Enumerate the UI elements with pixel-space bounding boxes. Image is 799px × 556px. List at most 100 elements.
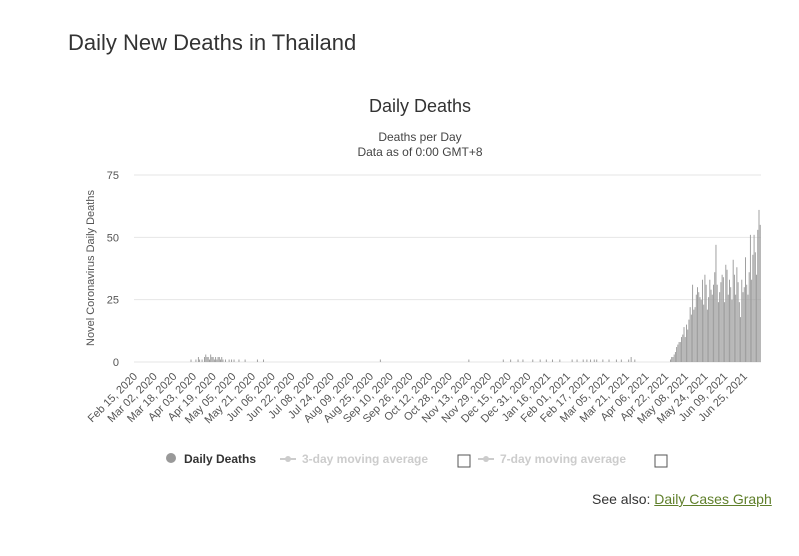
legend-item-daily-deaths[interactable]: Daily Deaths: [166, 452, 256, 466]
bar: [674, 352, 676, 362]
bar: [211, 357, 213, 362]
y-tick-label: 50: [107, 232, 119, 244]
bar: [690, 314, 692, 362]
bar: [711, 294, 713, 362]
bar: [717, 302, 719, 362]
legend-item-7-day-average[interactable]: 7-day moving average: [478, 452, 668, 468]
bar: [586, 359, 588, 362]
bar: [263, 359, 265, 362]
bar: [238, 359, 240, 362]
bar: [725, 264, 727, 362]
bar: [736, 267, 738, 362]
bar: [714, 272, 716, 362]
bar: [244, 359, 246, 362]
bar: [590, 359, 592, 362]
bar: [628, 359, 630, 362]
chart-subtitle-line-1: Deaths per Day: [378, 130, 461, 144]
bar: [729, 279, 730, 362]
bar: [552, 359, 553, 362]
bar: [233, 359, 235, 362]
bar: [206, 357, 208, 362]
bar: [731, 299, 733, 362]
bar: [686, 324, 687, 362]
bar: [522, 359, 524, 362]
bar: [706, 309, 708, 362]
bar: [701, 279, 703, 362]
bar: [684, 337, 686, 362]
bar: [205, 354, 207, 362]
bar: [231, 359, 233, 362]
bar: [468, 359, 470, 362]
bar: [677, 344, 679, 362]
legend-marker-daily-deaths: [166, 453, 176, 463]
bar: [715, 244, 717, 362]
bar: [545, 359, 547, 362]
legend: Daily Deaths 3-day moving average 7-day …: [166, 452, 668, 468]
bar: [733, 274, 735, 362]
bar: [679, 342, 681, 362]
bar: [710, 289, 712, 362]
bar: [759, 224, 761, 362]
bar: [682, 334, 684, 362]
bar: [745, 257, 746, 362]
legend-checkbox-3-day-average[interactable]: [457, 454, 471, 468]
bar: [596, 359, 598, 362]
bar: [727, 294, 729, 362]
daily-cases-graph-link[interactable]: Daily Cases Graph: [654, 491, 772, 507]
y-tick-label: 0: [113, 357, 119, 369]
bar: [539, 359, 541, 362]
bar: [559, 359, 561, 362]
bar: [208, 359, 210, 362]
bar: [705, 284, 707, 362]
bar: [742, 292, 744, 362]
bar: [217, 357, 219, 362]
bar: [743, 287, 745, 362]
bar: [722, 277, 724, 362]
bar: [190, 359, 192, 362]
chart-title: Daily Deaths: [369, 96, 471, 116]
bar: [670, 359, 671, 362]
bar: [213, 359, 215, 362]
bar: [224, 359, 226, 362]
bar: [694, 307, 696, 362]
bar: [593, 359, 595, 362]
bar: [582, 359, 584, 362]
bar: [751, 279, 753, 362]
legend-item-3-day-average[interactable]: 3-day moving average: [280, 452, 471, 468]
y-tick-label: 75: [107, 170, 119, 182]
bar: [220, 359, 221, 362]
y-axis-label: Novel Coronavirus Daily Deaths: [85, 190, 97, 346]
bar: [615, 359, 617, 362]
bar: [757, 229, 759, 362]
bar: [735, 294, 737, 362]
bar: [756, 274, 757, 362]
y-axis-ticks: 0 25 50 75: [107, 170, 119, 369]
bar: [215, 357, 217, 362]
bar: [678, 342, 680, 362]
bar: [201, 359, 203, 362]
bar: [571, 359, 573, 362]
bar: [726, 269, 728, 362]
bar: [212, 357, 214, 362]
bar: [700, 299, 702, 362]
bar: [748, 272, 750, 362]
bar: [724, 302, 726, 362]
bar: [228, 359, 230, 362]
bar: [740, 317, 742, 362]
bar: [671, 357, 673, 362]
see-also: See also: Daily Cases Graph: [592, 491, 772, 507]
legend-label-7-day-average: 7-day moving average: [500, 452, 626, 466]
chart-container: Daily Deaths Deaths per Day Data as of 0…: [0, 85, 799, 485]
bar: [741, 279, 743, 362]
bar: [222, 359, 224, 362]
bar: [683, 327, 685, 362]
bar: [216, 359, 218, 362]
bar: [672, 357, 674, 362]
legend-marker-3-day-average: [285, 456, 291, 462]
bar: [379, 359, 381, 362]
bar: [608, 359, 610, 362]
bar: [532, 359, 534, 362]
bar: [754, 252, 756, 362]
legend-checkbox-7-day-average[interactable]: [654, 454, 668, 468]
